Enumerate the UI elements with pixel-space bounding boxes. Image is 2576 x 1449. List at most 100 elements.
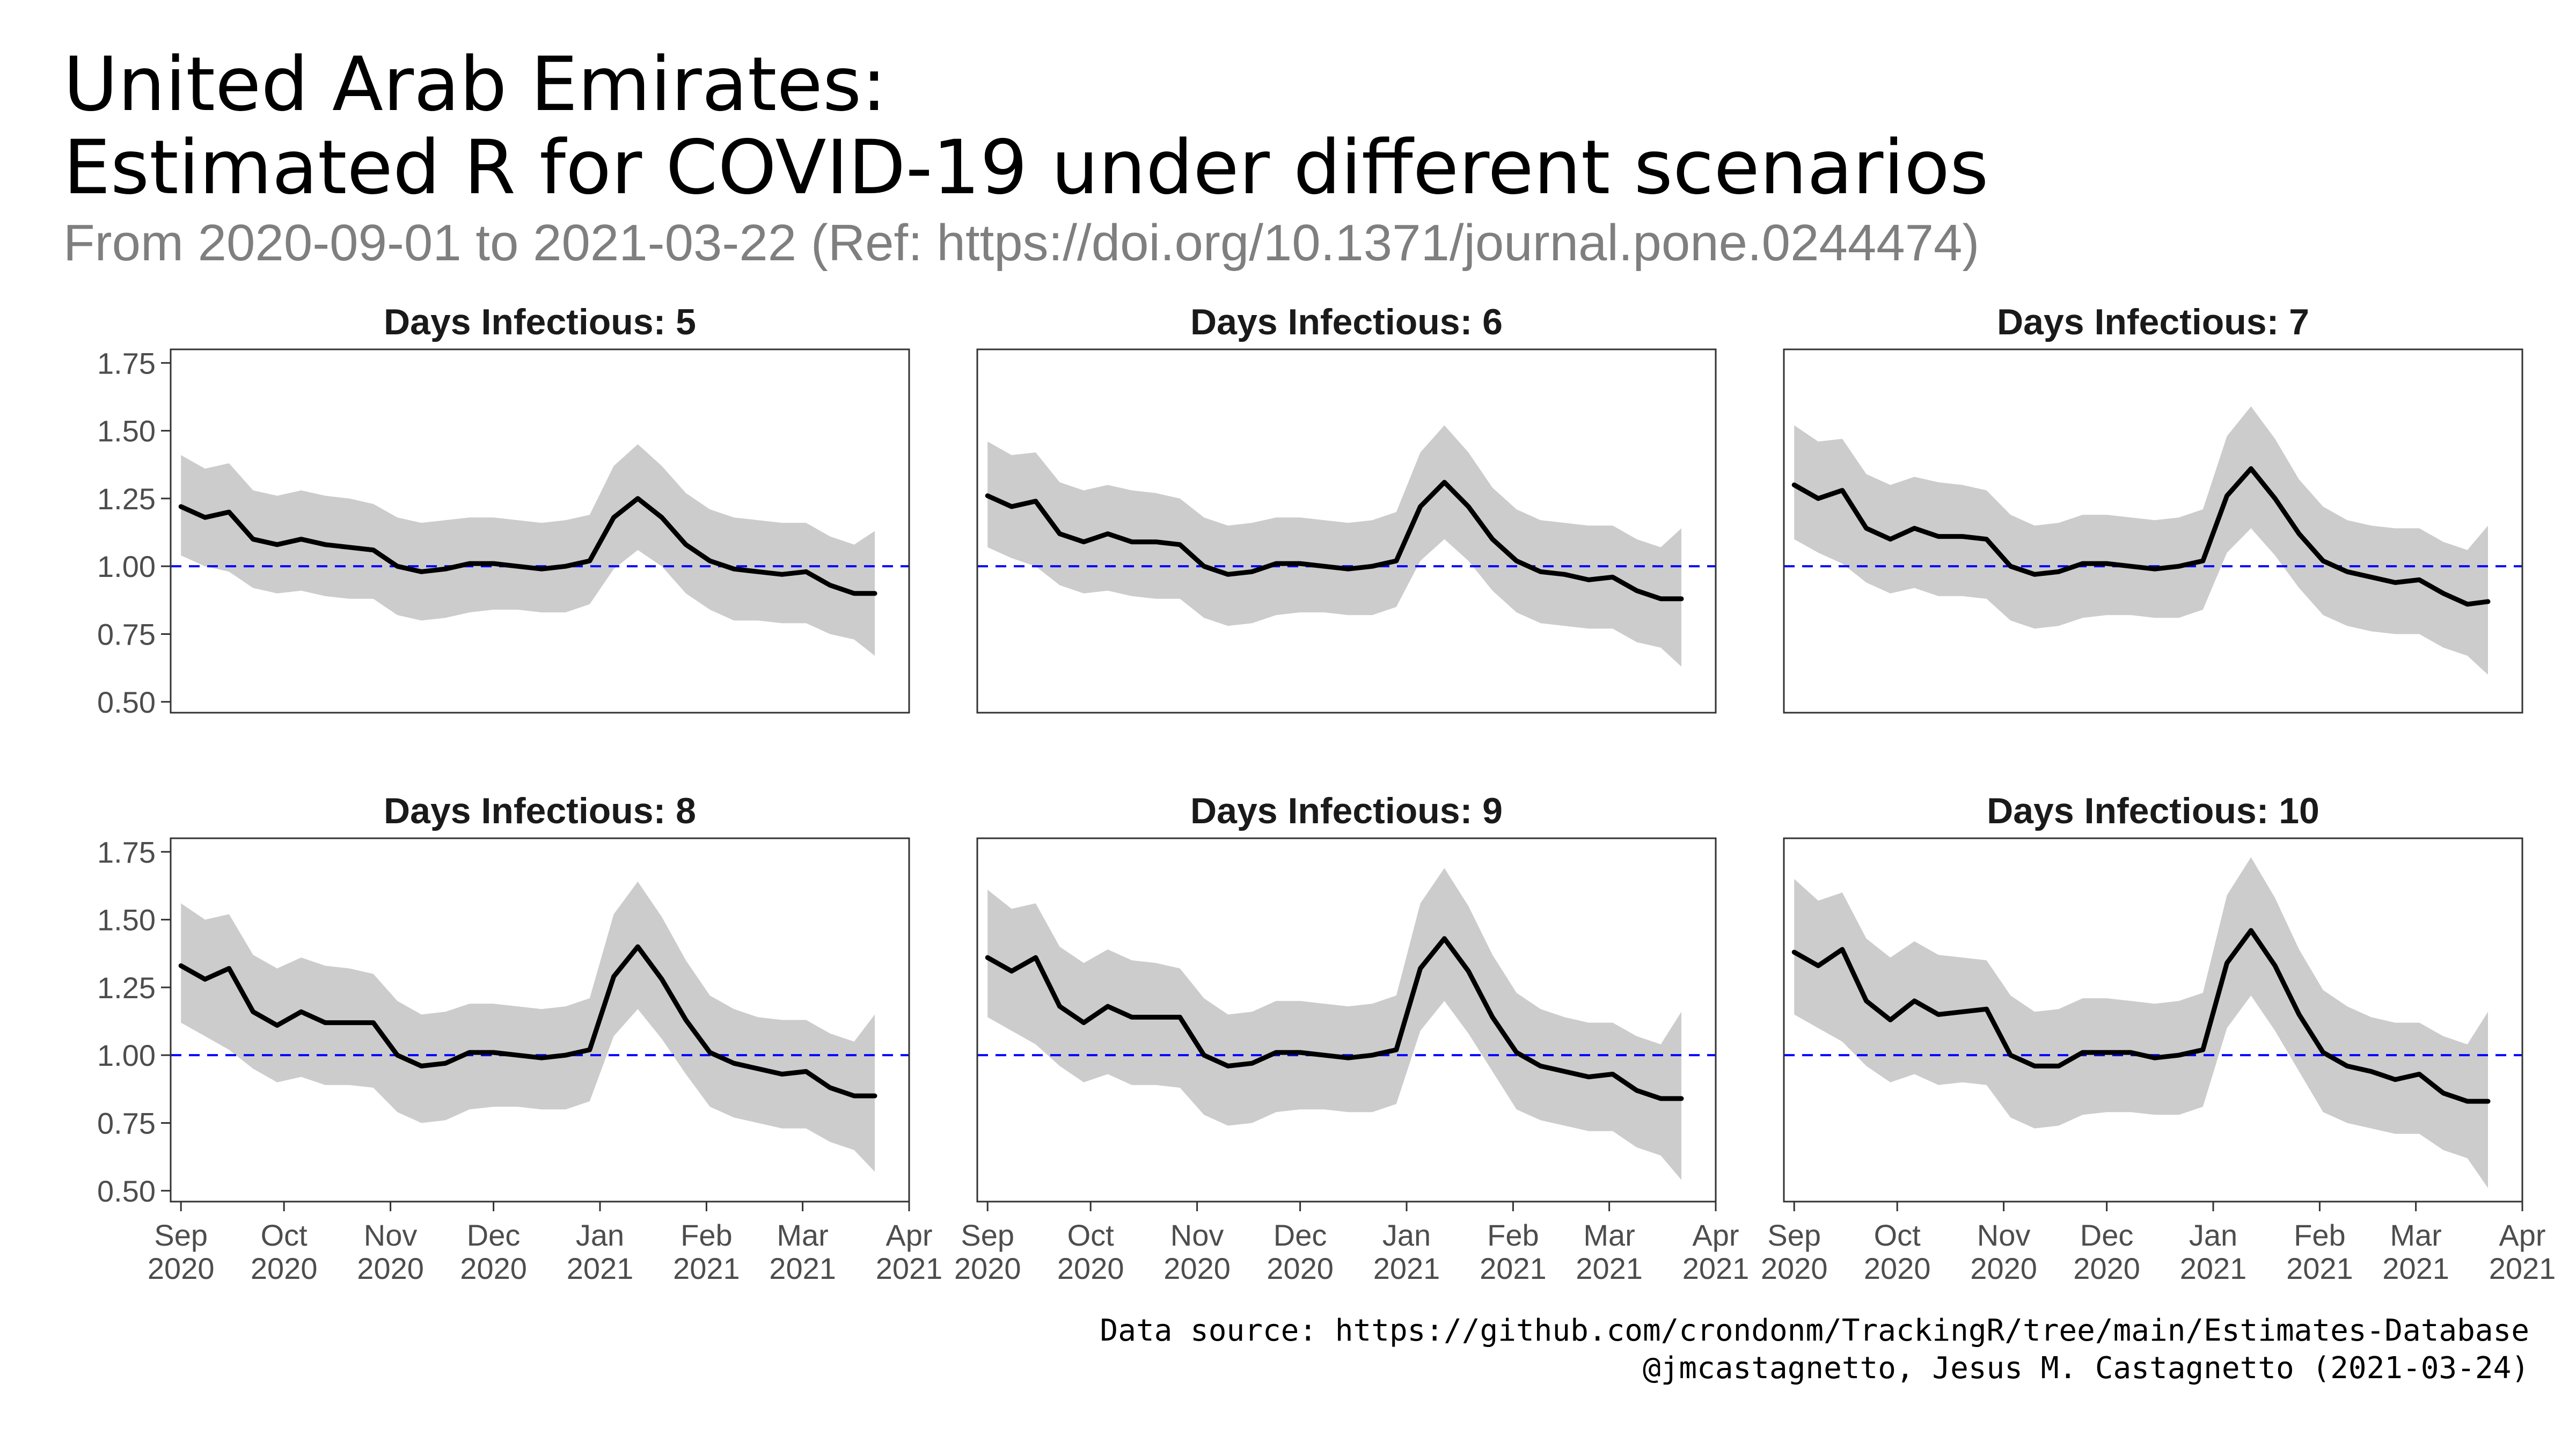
panel-title: Days Infectious: 7 [1997, 302, 2309, 342]
panel-title: Days Infectious: 8 [384, 791, 696, 831]
x-tick-label-line: 2021 [769, 1252, 836, 1285]
confidence-ribbon [181, 882, 875, 1172]
y-tick-label: 1.25 [97, 482, 156, 516]
x-tick-label-line: Feb [1487, 1218, 1539, 1252]
x-tick-label: Jan 2021 [1373, 1218, 1440, 1285]
x-tick-label-line: 2020 [1864, 1252, 1931, 1285]
x-tick-label-line: Sep [961, 1218, 1014, 1252]
x-tick-label-line: 2021 [2286, 1252, 2353, 1285]
panel-title: Days Infectious: 5 [384, 302, 696, 342]
x-tick-label: Mar 2021 [2382, 1218, 2449, 1285]
x-tick-label: Feb 2021 [1480, 1218, 1547, 1285]
y-tick-label: 1.50 [97, 903, 156, 937]
panel-days-5: Days Infectious: 50.500.751.001.251.501.… [97, 302, 909, 719]
x-tick-label-line: 2020 [1970, 1252, 2037, 1285]
x-tick-label: Oct 2020 [1057, 1218, 1124, 1285]
x-tick-label-line: 2021 [2180, 1252, 2247, 1285]
x-tick-label-line: Apr [2499, 1218, 2545, 1252]
panel-title: Days Infectious: 6 [1190, 302, 1503, 342]
x-tick-label-line: Dec [467, 1218, 521, 1252]
confidence-ribbon [987, 426, 1681, 667]
x-tick-label: Dec 2020 [1267, 1218, 1334, 1285]
panel-days-7: Days Infectious: 7 [1784, 302, 2522, 713]
panel-title: Days Infectious: 9 [1190, 791, 1503, 831]
y-tick-label: 1.75 [97, 346, 156, 380]
confidence-ribbon [987, 868, 1681, 1180]
x-tick-label-line: 2020 [1163, 1252, 1231, 1285]
x-tick-label-line: Jan [576, 1218, 624, 1252]
x-tick-label-line: 2020 [954, 1252, 1021, 1285]
x-tick-label-line: Mar [777, 1218, 828, 1252]
x-tick-label-line: 2021 [673, 1252, 740, 1285]
x-tick-label: Apr 2021 [2489, 1218, 2556, 1285]
data-source-note: Data source: https://github.com/crondonm… [1100, 1312, 2529, 1350]
x-tick-label-line: Oct [1067, 1218, 1115, 1252]
x-tick-label: Jan 2021 [2180, 1218, 2247, 1285]
x-tick-label: Jan 2021 [567, 1218, 634, 1285]
x-tick-label: Dec 2020 [460, 1218, 527, 1285]
x-tick-label-line: 2021 [1576, 1252, 1643, 1285]
chart-caption: Data source: https://github.com/crondonm… [1100, 1312, 2529, 1387]
x-tick-label: Nov 2020 [1970, 1218, 2037, 1285]
x-tick-label-line: Oct [261, 1218, 308, 1252]
x-tick-label: Mar 2021 [769, 1218, 836, 1285]
x-tick-label-line: 2020 [2073, 1252, 2140, 1285]
x-tick-label: Sep 2020 [1761, 1218, 1828, 1285]
x-tick-label-line: 2021 [2489, 1252, 2556, 1285]
y-tick-label: 1.00 [97, 550, 156, 583]
x-tick-label-line: 2021 [2382, 1252, 2449, 1285]
x-tick-label-line: 2021 [876, 1252, 943, 1285]
y-tick-label: 1.00 [97, 1038, 156, 1072]
x-tick-label-line: 2021 [567, 1252, 634, 1285]
x-tick-label-line: Nov [1170, 1218, 1224, 1252]
confidence-ribbon [181, 444, 875, 656]
x-tick-label-line: Nov [364, 1218, 418, 1252]
confidence-ribbon [1794, 857, 2488, 1188]
y-tick-label: 0.50 [97, 685, 156, 719]
x-tick-label: Nov 2020 [357, 1218, 424, 1285]
x-tick-label-line: Dec [1274, 1218, 1327, 1252]
x-tick-label: Oct 2020 [251, 1218, 318, 1285]
author-note: @jmcastagnetto, Jesus M. Castagnetto (20… [1100, 1350, 2529, 1387]
y-tick-label: 0.75 [97, 1106, 156, 1140]
x-tick-label-line: Nov [1977, 1218, 2031, 1252]
panel-days-8: Days Infectious: 80.500.751.001.251.501.… [97, 791, 942, 1285]
x-tick-label: Feb 2021 [673, 1218, 740, 1285]
x-tick-label-line: 2020 [251, 1252, 318, 1285]
x-tick-label: Oct 2020 [1864, 1218, 1931, 1285]
x-tick-label-line: 2020 [1761, 1252, 1828, 1285]
x-tick-label-line: Mar [2390, 1218, 2441, 1252]
y-tick-label: 0.50 [97, 1174, 156, 1208]
x-tick-label: Sep 2020 [148, 1218, 215, 1285]
x-tick-label: Sep 2020 [954, 1218, 1021, 1285]
x-tick-label-line: Sep [1767, 1218, 1821, 1252]
x-tick-label-line: 2020 [148, 1252, 215, 1285]
x-tick-label-line: Feb [680, 1218, 733, 1252]
y-tick-label: 1.75 [97, 835, 156, 869]
x-tick-label: Feb 2021 [2286, 1218, 2353, 1285]
x-tick-label-line: 2021 [1373, 1252, 1440, 1285]
x-tick-label-line: Apr [1692, 1218, 1739, 1252]
x-tick-label-line: 2021 [1480, 1252, 1547, 1285]
x-tick-label: Apr 2021 [1682, 1218, 1750, 1285]
y-tick-label: 1.50 [97, 414, 156, 448]
x-tick-label: Nov 2020 [1163, 1218, 1231, 1285]
x-tick-label-line: Mar [1583, 1218, 1635, 1252]
x-tick-label-line: 2021 [1682, 1252, 1750, 1285]
x-tick-label: Dec 2020 [2073, 1218, 2140, 1285]
confidence-ribbon [1794, 406, 2488, 675]
panel-title: Days Infectious: 10 [1987, 791, 2319, 831]
x-tick-label-line: Sep [154, 1218, 208, 1252]
panel-days-6: Days Infectious: 6 [977, 302, 1716, 713]
x-tick-label: Mar 2021 [1576, 1218, 1643, 1285]
x-tick-label-line: 2020 [460, 1252, 527, 1285]
x-tick-label: Apr 2021 [876, 1218, 943, 1285]
x-tick-label-line: 2020 [357, 1252, 424, 1285]
x-tick-label-line: Jan [2189, 1218, 2237, 1252]
x-tick-label-line: 2020 [1267, 1252, 1334, 1285]
x-tick-label-line: Dec [2080, 1218, 2134, 1252]
x-tick-label-line: 2020 [1057, 1252, 1124, 1285]
